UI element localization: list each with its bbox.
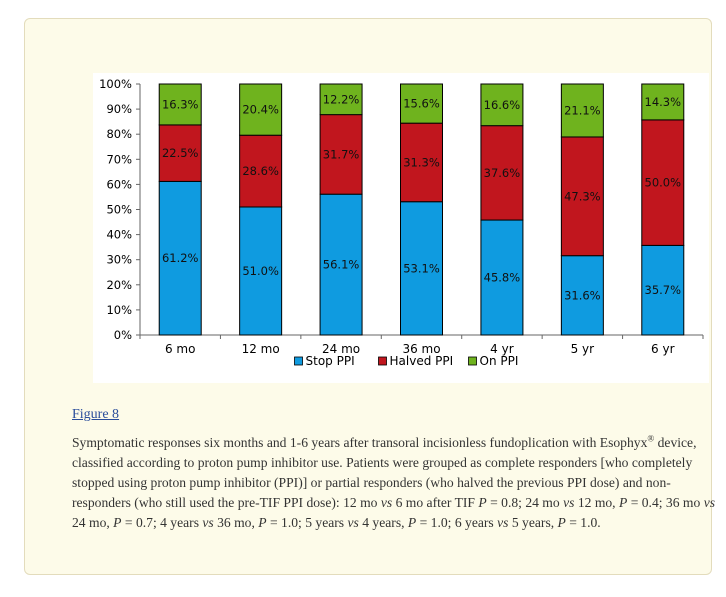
- caption-segment: ®: [647, 433, 655, 444]
- x-tick-label: 4 yr: [490, 342, 514, 356]
- caption-segment: 5 years,: [508, 515, 558, 530]
- y-tick-label: 30%: [106, 253, 132, 267]
- caption-segment: device, classified according to proton p…: [72, 435, 697, 510]
- figure-link[interactable]: Figure 8: [72, 407, 120, 422]
- bar-on-ppi: [400, 83, 443, 124]
- data-label: 35.7%: [645, 283, 682, 297]
- legend-swatch: [378, 356, 387, 366]
- data-label: 37.6%: [484, 166, 521, 180]
- chart-area: 0% 10% 20% 30% 40% 50% 60% 70% 80% 90% 100% 61.2% 22…: [93, 73, 709, 383]
- data-label: 47.3%: [564, 189, 601, 203]
- y-tick-label: 20%: [106, 278, 132, 292]
- data-label: 28.6%: [242, 164, 279, 178]
- caption-segment: = 0.8; 24 mo: [486, 495, 564, 510]
- caption-segment: = 1.0; 6 years: [416, 515, 498, 530]
- caption-segment: 6 mo after TIF: [392, 495, 479, 510]
- data-label: 21.1%: [564, 103, 601, 117]
- bar-stop-ppi: [400, 201, 443, 336]
- data-label: 51.0%: [242, 264, 279, 278]
- bar-halved-ppi: [400, 122, 443, 203]
- bar-on-ppi: [480, 83, 524, 127]
- bar-on-ppi: [560, 83, 604, 138]
- x-tick-label: 24 mo: [322, 342, 360, 356]
- caption-segment: vs: [202, 515, 214, 530]
- caption-segment: P: [478, 495, 487, 510]
- caption-segment: vs: [347, 515, 359, 530]
- data-label: 31.7%: [323, 147, 360, 161]
- caption-segment: P: [557, 515, 566, 530]
- caption-segment: 4 years,: [358, 515, 408, 530]
- y-tick-label: 90%: [106, 102, 132, 116]
- bar-stop-ppi: [641, 244, 685, 336]
- bar-on-ppi: [239, 83, 283, 136]
- legend-label: Stop PPI: [306, 354, 355, 368]
- data-label: 20.4%: [242, 103, 279, 117]
- y-tick-label: 60%: [106, 177, 132, 191]
- bar-on-ppi: [319, 83, 363, 116]
- bar-halved-ppi: [560, 136, 604, 257]
- caption-segment: Symptomatic responses six months and 1-6…: [72, 435, 648, 450]
- caption-segment: vs: [380, 495, 393, 510]
- caption-segment: vs: [563, 495, 575, 510]
- figure-panel: 0% 10% 20% 30% 40% 50% 60% 70% 80% 90% 100% 61.2% 22…: [24, 18, 715, 575]
- bar-halved-ppi: [480, 125, 524, 221]
- data-label: 45.8%: [484, 271, 521, 285]
- legend-label: Halved PPI: [390, 354, 454, 368]
- y-tick-label: 40%: [106, 228, 132, 242]
- data-label: 31.3%: [403, 155, 440, 169]
- bar-stop-ppi: [319, 193, 363, 336]
- data-label: 12.2%: [323, 92, 360, 106]
- caption-segment: = 0.7; 4 years: [121, 515, 203, 530]
- data-label: 50.0%: [645, 176, 682, 190]
- x-tick-label: 6 yr: [651, 342, 675, 356]
- x-tick-label: 5 yr: [571, 342, 595, 356]
- stacked-bar-chart: 0% 10% 20% 30% 40% 50% 60% 70% 80% 90% 100% 61.2% 22…: [99, 77, 704, 368]
- y-tick-label: 70%: [106, 152, 132, 166]
- bar-halved-ppi: [158, 124, 202, 182]
- legend-label: On PPI: [480, 354, 519, 368]
- data-label: 56.1%: [323, 258, 360, 272]
- bar-stop-ppi: [158, 180, 202, 336]
- bar-halved-ppi: [641, 119, 685, 246]
- x-tick-label: 6 mo: [165, 342, 195, 356]
- legend-swatch: [294, 356, 303, 366]
- bar-on-ppi: [158, 83, 202, 126]
- legend-swatch: [468, 356, 477, 366]
- bar-halved-ppi: [239, 134, 283, 208]
- caption-segment: = 1.0; 5 years: [266, 515, 348, 530]
- caption-segment: P: [618, 495, 628, 510]
- data-label: 16.6%: [484, 98, 521, 112]
- bar-on-ppi: [641, 83, 685, 121]
- figure-caption: Symptomatic responses six months and 1-6…: [72, 433, 720, 533]
- caption-segment: = 1.0.: [565, 515, 601, 530]
- caption-segment: = 0.4; 36 mo: [627, 495, 704, 510]
- caption-segment: P: [407, 515, 417, 530]
- caption-segment: 24 mo,: [72, 515, 114, 530]
- data-label: 31.6%: [564, 288, 601, 302]
- caption-segment: 36 mo,: [213, 515, 259, 530]
- caption-segment: vs: [497, 515, 509, 530]
- caption-segment: P: [258, 515, 267, 530]
- x-tick-label: 36 mo: [402, 342, 440, 356]
- y-tick-label: 80%: [106, 127, 132, 141]
- y-tick-label: 50%: [106, 203, 132, 217]
- data-label: 22.5%: [162, 146, 199, 160]
- data-label: 16.3%: [162, 97, 199, 111]
- y-tick-label: 100%: [99, 77, 132, 91]
- data-label: 14.3%: [645, 95, 682, 109]
- bar-stop-ppi: [480, 219, 524, 336]
- bar-halved-ppi: [319, 114, 363, 195]
- caption-segment: vs: [703, 495, 716, 510]
- x-tick-label: 12 mo: [242, 342, 280, 356]
- y-tick-label: 0%: [114, 328, 132, 342]
- data-label: 53.1%: [403, 261, 440, 275]
- y-tick-label: 10%: [106, 303, 132, 317]
- caption-segment: P: [113, 515, 122, 530]
- caption-segment: 12 mo,: [574, 495, 619, 510]
- data-label: 15.6%: [403, 97, 440, 111]
- data-label: 61.2%: [162, 251, 199, 265]
